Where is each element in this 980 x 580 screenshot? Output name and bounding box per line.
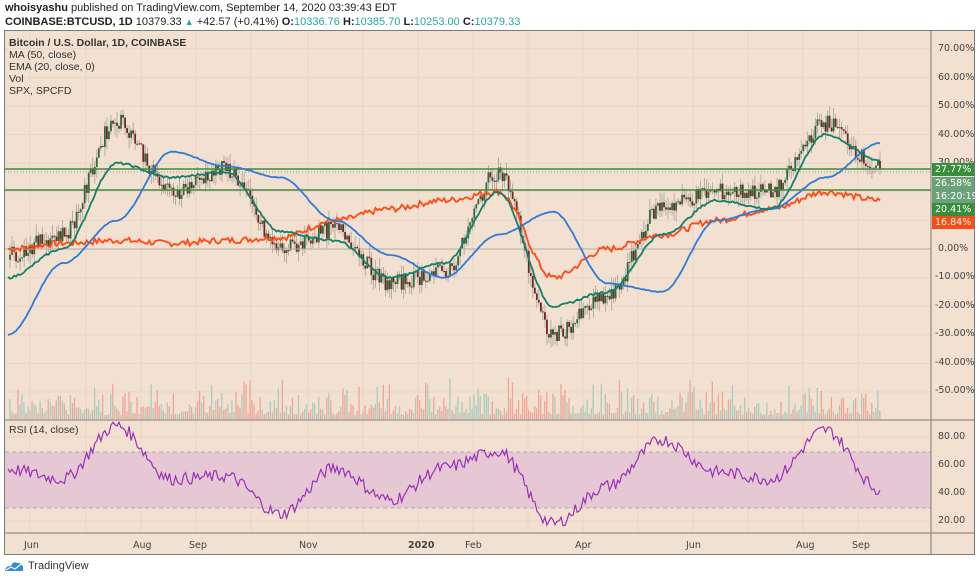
ema20-line [7, 132, 881, 308]
price-value-tag: 26.58% [932, 177, 974, 190]
ma-value-tag: 20.41% [932, 203, 974, 216]
legend-spx[interactable]: SPX, SPCFD [9, 85, 72, 97]
ema-value-tag: 27.77% [932, 163, 974, 176]
volume-bars [9, 377, 881, 419]
publish-text: published on TradingView.com, September … [71, 2, 397, 14]
tradingview-cloud-icon [5, 562, 23, 571]
main-legend: Bitcoin / U.S. Dollar, 1D, COINBASE MA (… [9, 37, 186, 97]
legend-vol[interactable]: Vol [9, 73, 24, 85]
spx-value-tag: 16.84% [932, 216, 974, 229]
price-change: +42.57 (+0.41%) [196, 16, 279, 28]
rsi-legend[interactable]: RSI (14, close) [9, 424, 79, 436]
brand-name: TradingView [28, 560, 89, 572]
author-name[interactable]: whoisyashu [5, 2, 68, 14]
legend-ema[interactable]: EMA (20, close, 0) [9, 61, 95, 73]
publish-info: whoisyashu published on TradingView.com,… [5, 2, 397, 14]
countdown-tag: 16:20:19 [932, 190, 978, 203]
up-triangle-icon: ▲ [184, 17, 194, 27]
rsi-line [7, 420, 881, 527]
legend-title[interactable]: Bitcoin / U.S. Dollar, 1D, COINBASE [9, 37, 187, 49]
legend-ma[interactable]: MA (50, close) [9, 49, 77, 61]
low-value: 10253.00 [413, 16, 460, 28]
symbol-info: COINBASE:BTCUSD, 1D 10379.33 ▲ +42.57 (+… [5, 16, 521, 28]
close-value: 10379.33 [474, 16, 521, 28]
open-value: 10336.76 [293, 16, 340, 28]
symbol: COINBASE:BTCUSD, 1D [5, 16, 133, 28]
spx-line [7, 188, 881, 281]
tradingview-brand[interactable]: TradingView [4, 560, 89, 572]
last-price: 10379.33 [135, 16, 182, 28]
candlesticks [9, 106, 881, 348]
high-value: 10385.70 [354, 16, 401, 28]
ma50-line [7, 142, 880, 336]
